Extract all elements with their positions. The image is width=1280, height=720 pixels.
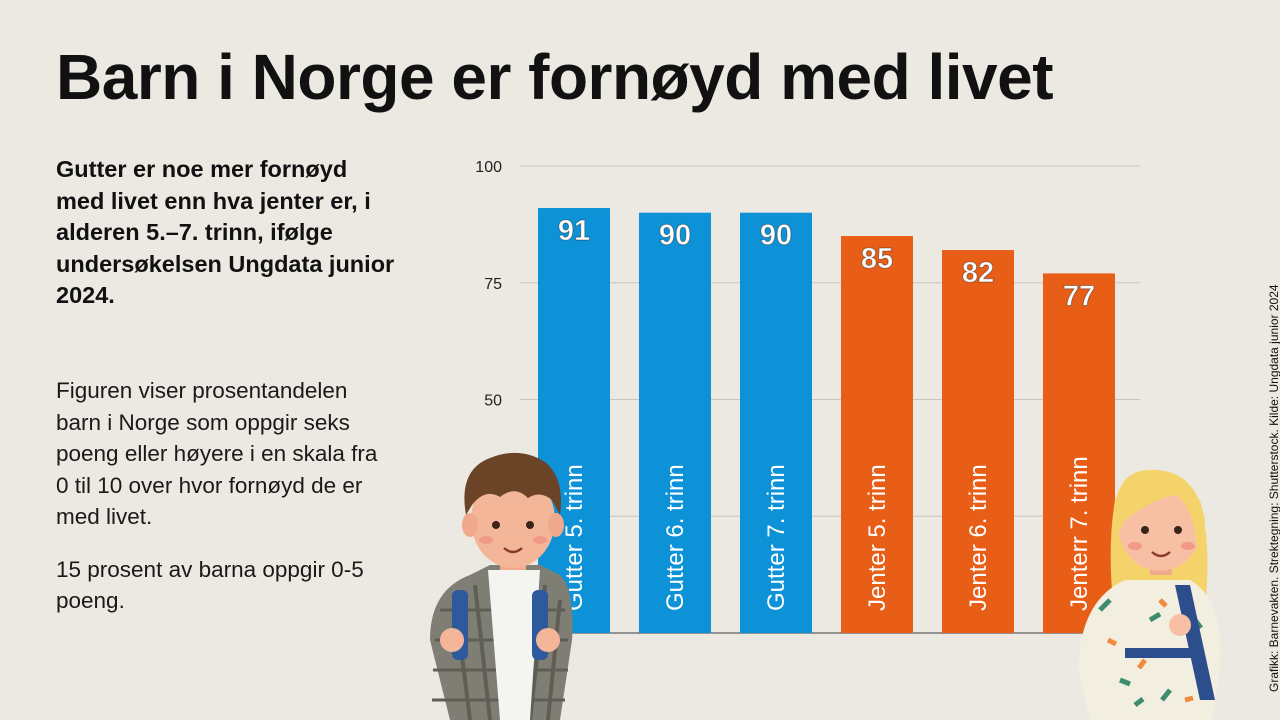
y-tick-label: 100	[475, 159, 502, 176]
chart-grid: 100 75 50	[475, 159, 1140, 634]
bar-category-label: Jenter 5. trinn	[864, 464, 891, 611]
bar-value-label: 91	[558, 215, 590, 247]
bar-value-label: 82	[962, 257, 994, 289]
source-credit: Grafikk: Barnevakten. Strektegning: Shut…	[1267, 284, 1280, 692]
bar-category-label: Gutter 6. trinn	[662, 464, 689, 611]
bar-1	[538, 208, 610, 633]
lead-paragraph: Gutter er noe mer fornøyd med livet enn …	[56, 156, 395, 308]
bar-3	[740, 212, 812, 633]
boy-illustration	[430, 452, 573, 720]
y-tick-label: 50	[484, 393, 502, 410]
bar-value-label: 90	[760, 220, 792, 252]
girl-illustration	[1078, 469, 1221, 720]
bar-value-label: 77	[1063, 280, 1095, 312]
description-paragraph: Figuren viser prosentandelen barn i Norg…	[56, 378, 378, 529]
remainder-paragraph: 15 prosent av barna oppgir 0-5 poeng.	[56, 556, 364, 614]
y-tick-label: 75	[484, 276, 502, 293]
page-title: Barn i Norge er fornøyd med livet	[56, 41, 1054, 113]
bar-value-label: 85	[861, 243, 893, 275]
bar-6	[1043, 273, 1115, 633]
bar-value-label: 90	[659, 220, 691, 252]
bar-2	[639, 212, 711, 633]
bar-4	[841, 236, 913, 634]
bar-5	[942, 250, 1014, 633]
body-text: Figuren viser prosentandelen barn i Norg…	[56, 375, 396, 617]
bar-category-label: Jenterr 7. trinn	[1066, 456, 1093, 611]
bar-category-label: Jenter 6. trinn	[965, 464, 992, 611]
bar-category-label: Gutter 7. trinn	[763, 464, 790, 611]
